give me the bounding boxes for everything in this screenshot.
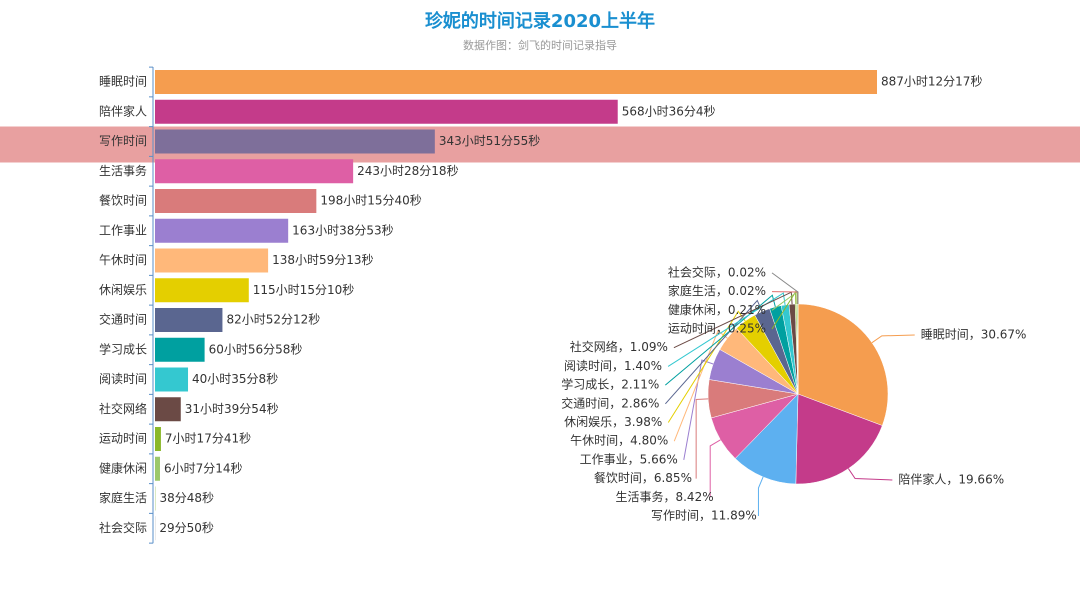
value-label: 138小时59分13秒 bbox=[272, 253, 373, 267]
bar bbox=[155, 337, 205, 362]
value-label: 31小时39分54秒 bbox=[185, 402, 279, 416]
slice-label: 写作时间，11.89% bbox=[651, 509, 757, 523]
slice-label: 交通时间，2.86% bbox=[561, 395, 659, 410]
leader-line bbox=[757, 476, 764, 516]
value-label: 82小时52分12秒 bbox=[226, 313, 320, 327]
slice-label: 学习成长，2.11% bbox=[561, 377, 659, 392]
pie-slice bbox=[734, 393, 799, 485]
y-tick-label: 家庭生活 bbox=[99, 490, 147, 505]
y-tick-label: 健康休闲 bbox=[99, 460, 147, 475]
y-tick-label: 休闲娱乐 bbox=[99, 283, 147, 297]
slice-label: 社会交际，0.02% bbox=[668, 264, 766, 279]
slice-label: 运动时间，0.25% bbox=[668, 322, 766, 336]
leader-line bbox=[771, 272, 799, 305]
bar bbox=[155, 70, 877, 94]
y-tick-label: 社交网络 bbox=[99, 401, 147, 416]
value-label: 243小时28分18秒 bbox=[357, 164, 458, 178]
y-tick-label: 陪伴家人 bbox=[99, 103, 147, 118]
slice-label: 陪伴家人，19.66% bbox=[898, 472, 1004, 487]
bar bbox=[155, 278, 249, 303]
y-tick-label: 社会交际 bbox=[99, 520, 147, 535]
slice-label: 健康休闲，0.21% bbox=[668, 302, 766, 317]
value-label: 38分48秒 bbox=[160, 491, 215, 505]
y-tick-label: 工作事业 bbox=[99, 223, 147, 237]
slice-label: 餐饮时间，6.85% bbox=[594, 470, 692, 485]
bar bbox=[155, 486, 156, 511]
leader-line bbox=[683, 359, 714, 460]
leader-line bbox=[871, 334, 915, 344]
bar bbox=[155, 159, 354, 184]
y-tick-label: 阅读时间 bbox=[99, 372, 147, 386]
slice-label: 睡眠时间，30.67% bbox=[921, 328, 1027, 342]
leader-line bbox=[695, 398, 709, 479]
bar bbox=[155, 189, 317, 213]
y-tick-label: 睡眠时间 bbox=[99, 75, 147, 89]
slice-label: 阅读时间，1.40% bbox=[564, 359, 662, 373]
y-tick-label: 运动时间 bbox=[99, 432, 147, 446]
bar bbox=[155, 248, 269, 273]
slice-label: 休闲娱乐，3.98% bbox=[564, 415, 662, 429]
slice-label: 家庭生活，0.02% bbox=[668, 283, 766, 298]
chart-title: 珍妮的时间记录2020上半年 bbox=[425, 10, 655, 32]
bar bbox=[155, 427, 161, 451]
bar bbox=[155, 129, 435, 154]
bar bbox=[155, 367, 189, 392]
bar bbox=[155, 218, 289, 243]
value-label: 7小时17分41秒 bbox=[165, 432, 251, 446]
leader-line bbox=[667, 310, 746, 423]
y-tick-label: 餐饮时间 bbox=[99, 193, 147, 208]
value-label: 60小时56分58秒 bbox=[209, 342, 303, 356]
slice-label: 生活事务，8.42% bbox=[615, 489, 713, 504]
leader-line bbox=[709, 439, 721, 498]
value-label: 887小时12分17秒 bbox=[881, 75, 982, 89]
pie-slice bbox=[797, 303, 889, 426]
y-tick-label: 学习成长 bbox=[99, 341, 147, 356]
slice-label: 工作事业，5.66% bbox=[580, 452, 678, 466]
value-label: 6小时7分14秒 bbox=[164, 461, 243, 475]
chart-subtitle: 数据作图：剑飞的时间记录指导 bbox=[463, 38, 617, 52]
y-tick-label: 午休时间 bbox=[99, 253, 147, 267]
bar bbox=[155, 456, 160, 481]
bar bbox=[155, 308, 223, 332]
y-tick-label: 交通时间 bbox=[99, 312, 147, 327]
value-label: 29分50秒 bbox=[159, 521, 214, 535]
y-tick-label: 生活事务 bbox=[99, 163, 147, 178]
slice-label: 午休时间，4.80% bbox=[570, 434, 668, 448]
value-label: 163小时38分53秒 bbox=[292, 223, 393, 237]
bar bbox=[155, 99, 618, 124]
value-label: 568小时36分4秒 bbox=[622, 104, 716, 118]
y-tick-label: 写作时间 bbox=[99, 134, 147, 148]
slice-label: 社交网络，1.09% bbox=[570, 339, 668, 354]
value-label: 198小时15分40秒 bbox=[320, 194, 421, 208]
value-label: 40小时35分8秒 bbox=[192, 372, 278, 386]
leader-line bbox=[847, 468, 893, 481]
pie-slice bbox=[795, 393, 883, 485]
leader-line bbox=[664, 294, 776, 386]
bar bbox=[155, 397, 181, 422]
value-label: 115小时15分10秒 bbox=[253, 283, 354, 297]
value-label: 343小时51分55秒 bbox=[439, 134, 540, 148]
